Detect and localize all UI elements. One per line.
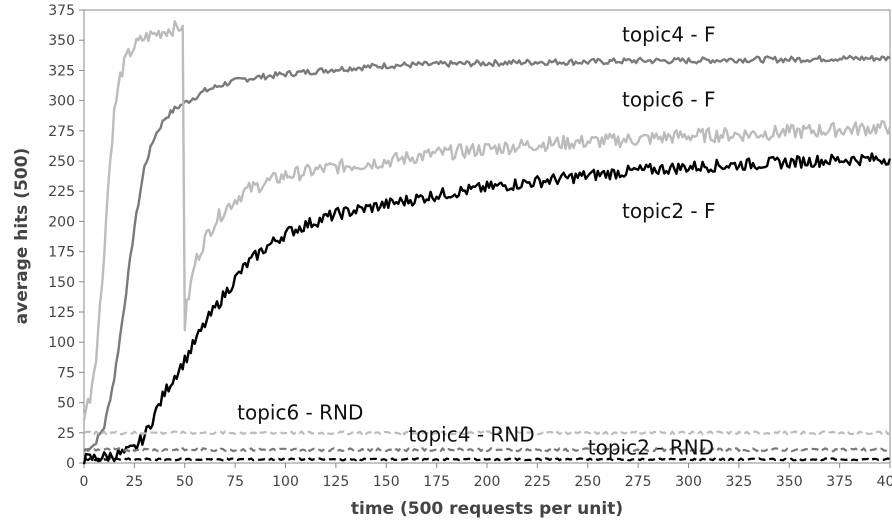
x-axis: 0 25 50 75 100 125 150 175 200 225 250 275 300 325 350… <box>80 463 892 490</box>
x-tick-label: 250 <box>574 474 601 490</box>
y-tick-label: 100 <box>48 335 75 351</box>
y-tick-label: 125 <box>48 305 75 321</box>
y-tick-label: 200 <box>48 214 75 230</box>
y-tick-label: 300 <box>48 94 75 110</box>
x-tick-label: 75 <box>226 474 244 490</box>
series-line-2 <box>82 152 892 465</box>
y-tick-label: 75 <box>57 365 75 381</box>
x-tick-label: 200 <box>474 474 501 490</box>
series-line-3 <box>83 430 891 436</box>
series-layer <box>82 20 892 465</box>
x-tick-label: 25 <box>125 474 143 490</box>
y-axis-title: average hits (500) <box>12 148 32 325</box>
series-annotation: topic4 - F <box>622 22 716 46</box>
series-line-1 <box>82 20 892 421</box>
x-tick-label: 300 <box>675 474 702 490</box>
x-tick-label: 175 <box>423 474 450 490</box>
x-tick-label: 375 <box>826 474 853 490</box>
series-annotation: topic6 - RND <box>237 401 363 425</box>
y-axis: 0 25 50 75 100 125 150 175 200 225 250 275 300 325 350… <box>48 3 84 472</box>
x-tick-label: 325 <box>726 474 753 490</box>
y-tick-label: 175 <box>48 245 75 261</box>
y-tick-label: 250 <box>48 154 75 170</box>
x-tick-label: 125 <box>323 474 350 490</box>
x-tick-label: 275 <box>625 474 652 490</box>
x-tick-label: 0 <box>80 474 89 490</box>
series-line-0 <box>83 54 891 452</box>
y-tick-label: 225 <box>48 184 75 200</box>
y-tick-label: 25 <box>57 426 75 442</box>
series-annotation: topic4 - RND <box>408 422 534 446</box>
x-axis-title: time (500 requests per unit) <box>351 499 623 519</box>
x-tick-label: 400 <box>877 474 892 490</box>
y-tick-label: 50 <box>57 396 75 412</box>
series-line-5 <box>83 457 891 462</box>
x-tick-label: 350 <box>776 474 803 490</box>
x-tick-label: 50 <box>176 474 194 490</box>
y-tick-label: 350 <box>48 33 75 49</box>
x-tick-label: 100 <box>272 474 299 490</box>
x-tick-label: 225 <box>524 474 551 490</box>
y-tick-label: 150 <box>48 275 75 291</box>
annotation-layer: topic4 - F topic6 - F topic2 - F topic6 - R… <box>237 22 715 459</box>
series-annotation: topic2 - F <box>622 199 716 223</box>
y-tick-label: 375 <box>48 3 75 19</box>
series-line-4 <box>83 447 891 453</box>
y-tick-label: 0 <box>66 456 75 472</box>
y-tick-label: 275 <box>48 124 75 140</box>
series-annotation: topic2 - RND <box>588 436 714 460</box>
x-tick-label: 150 <box>373 474 400 490</box>
y-tick-label: 325 <box>48 63 75 79</box>
series-annotation: topic6 - F <box>622 88 716 112</box>
